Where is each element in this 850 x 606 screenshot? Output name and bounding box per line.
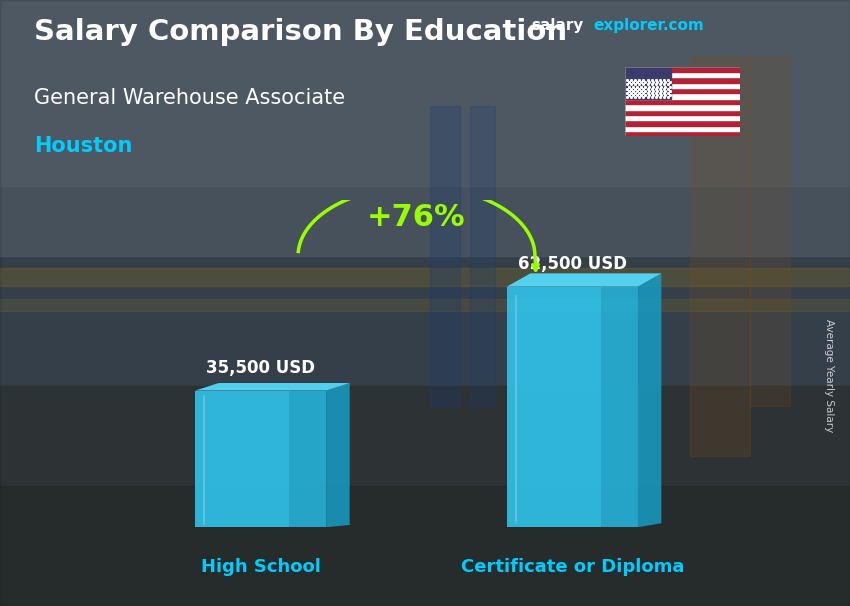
Bar [750,56,790,406]
Bar [625,78,740,83]
Text: Certificate or Diploma: Certificate or Diploma [461,558,684,576]
Polygon shape [507,273,661,287]
Bar [625,83,740,88]
Bar [470,106,495,406]
Bar [625,93,740,99]
Text: Average Yearly Salary: Average Yearly Salary [824,319,834,432]
Bar [0,386,850,606]
Text: salary: salary [531,18,584,33]
Bar [690,56,750,456]
Text: Houston: Houston [34,136,133,156]
Bar [0,0,850,256]
Polygon shape [507,287,638,527]
Polygon shape [601,287,638,527]
Text: Salary Comparison By Education: Salary Comparison By Education [34,18,567,46]
Bar [625,99,740,104]
Text: +76%: +76% [367,203,466,232]
Bar [625,67,740,72]
Text: 35,500 USD: 35,500 USD [207,359,315,377]
Bar [0,299,850,311]
Polygon shape [196,383,349,390]
Text: General Warehouse Associate: General Warehouse Associate [34,88,345,108]
Polygon shape [326,383,349,527]
Bar [625,88,740,93]
Bar [430,106,460,406]
Bar [625,110,740,115]
Bar [625,131,740,136]
Bar [0,486,850,606]
Bar [625,125,740,131]
Bar [0,268,850,286]
Bar [625,120,740,125]
Bar [625,115,740,120]
Polygon shape [638,273,661,527]
Text: 62,500 USD: 62,500 USD [518,255,626,273]
Polygon shape [290,390,326,527]
Text: High School: High School [201,558,320,576]
Bar [625,72,740,78]
Bar [0,0,850,186]
Text: explorer.com: explorer.com [593,18,704,33]
Bar [625,104,740,110]
Bar [625,67,671,99]
Polygon shape [196,390,326,527]
